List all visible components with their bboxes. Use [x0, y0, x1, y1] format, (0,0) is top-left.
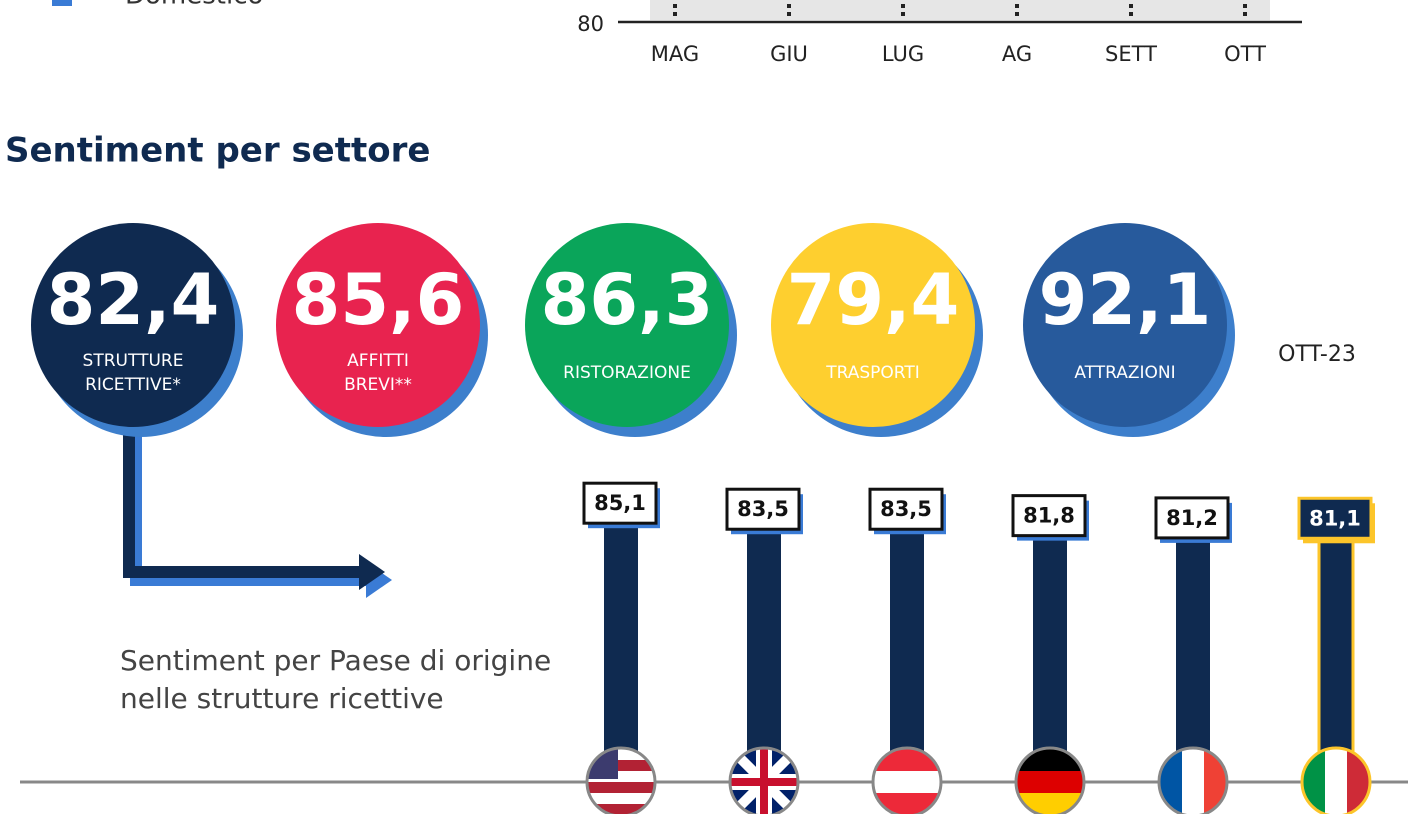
flag: [1157, 746, 1229, 814]
note-line: Sentiment per Paese di origine: [120, 644, 551, 677]
label-box: [1297, 496, 1373, 540]
arrow: [123, 424, 392, 598]
label-box: [725, 487, 801, 531]
flag-stripe: [1303, 749, 1325, 814]
flag: [585, 746, 657, 814]
flag-stripe: [588, 771, 654, 782]
sector-label: ATTRAZIONI: [1074, 363, 1175, 383]
sector-label: RISTORAZIONE: [563, 363, 691, 383]
x-tick-label: GIU: [770, 42, 808, 66]
value-label: 85,1: [594, 491, 646, 515]
value-label: 81,2: [1166, 506, 1218, 530]
flag-body: [1303, 749, 1369, 814]
flag: [1300, 746, 1372, 814]
sector-circle: [1023, 223, 1227, 427]
flag-stripe: [588, 760, 654, 771]
legend-label: Domestico: [125, 0, 263, 11]
x-tick-label: SETT: [1105, 42, 1157, 66]
x-tick-label: LUG: [882, 42, 924, 66]
bar: [604, 525, 638, 782]
flag-stripe: [1017, 793, 1083, 814]
flag-stripe: [874, 771, 940, 793]
flag-body: [731, 749, 797, 814]
flag-stripe: [731, 749, 797, 814]
x-tick-label: AG: [1002, 42, 1032, 66]
note-line: nelle strutture ricettive: [120, 682, 444, 715]
flag-stripe: [1017, 771, 1083, 793]
flag-ring: [1300, 746, 1372, 814]
bar: [1033, 537, 1067, 782]
flag-stripe: [1204, 749, 1226, 814]
flag: [728, 746, 800, 814]
flag-stripe: [1347, 749, 1369, 814]
sector-circle: [771, 223, 975, 427]
flag-ring: [1014, 746, 1086, 814]
sector-label: BREVI**: [344, 375, 412, 395]
period: OTT-23: [1278, 342, 1356, 367]
flag-ring: [1157, 746, 1229, 814]
flag: [871, 746, 943, 814]
label-box: [868, 487, 944, 531]
section-title: Sentiment per settore: [5, 131, 430, 171]
value-label: 81,1: [1309, 506, 1361, 530]
sector-label: AFFITTI: [347, 351, 409, 371]
flag-ring: [585, 746, 657, 814]
label-box: [1011, 494, 1087, 538]
flag-stripe: [1160, 749, 1182, 814]
bar: [1176, 539, 1210, 782]
label-box: [582, 481, 658, 525]
flag-stripe: [874, 749, 940, 771]
flag-stripe: [588, 804, 654, 814]
flag-ring: [871, 746, 943, 814]
flag-stripe: [588, 782, 654, 793]
flag-stripe: [874, 793, 940, 814]
flag-ring: [728, 746, 800, 814]
sector-value: 82,4: [47, 259, 220, 341]
sector-circle: [31, 223, 235, 427]
value-label: 83,5: [737, 497, 789, 521]
x-tick-label: MAG: [651, 42, 699, 66]
x-tick-label: OTT: [1224, 42, 1266, 66]
bar: [890, 531, 924, 782]
sector-circle: [276, 223, 480, 427]
flag-stripe: [588, 793, 654, 804]
flag-body: [874, 749, 940, 814]
flag-stripe: [1017, 749, 1083, 771]
value-label: 81,8: [1023, 504, 1075, 528]
sector-label: TRASPORTI: [825, 363, 920, 383]
bar: [1317, 538, 1355, 784]
bar: [747, 531, 781, 782]
flag-body: [1017, 749, 1083, 814]
flag: [1014, 746, 1086, 814]
sector-value: 86,3: [541, 259, 714, 341]
chart-band: [650, 0, 1270, 20]
y-tick-label: 80: [577, 12, 604, 36]
flag-stripe: [1325, 749, 1347, 814]
sector-value: 92,1: [1039, 259, 1212, 341]
legend-swatch: [52, 0, 72, 6]
flag-stripe: [588, 749, 654, 760]
value-label: 83,5: [880, 497, 932, 521]
sector-value: 79,4: [787, 259, 960, 341]
sector-label: STRUTTURE: [83, 351, 184, 371]
sector-label: RICETTIVE*: [85, 375, 181, 395]
flag-body: [1160, 749, 1226, 814]
label-box: [1154, 496, 1230, 540]
sector-value: 85,6: [292, 259, 465, 341]
sector-circle: [525, 223, 729, 427]
flag-stripe: [1182, 749, 1204, 814]
